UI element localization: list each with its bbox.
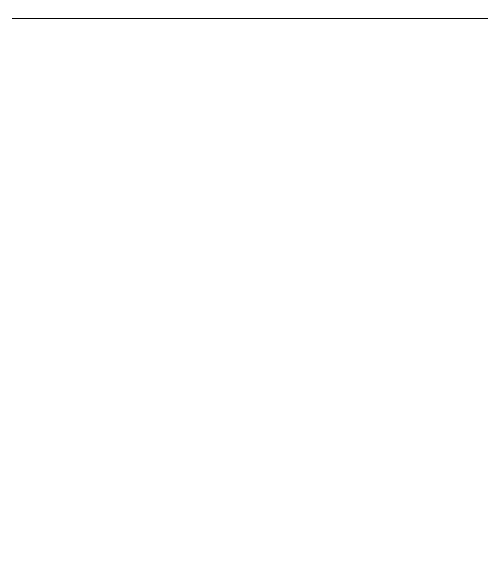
financial-table xyxy=(12,18,488,19)
